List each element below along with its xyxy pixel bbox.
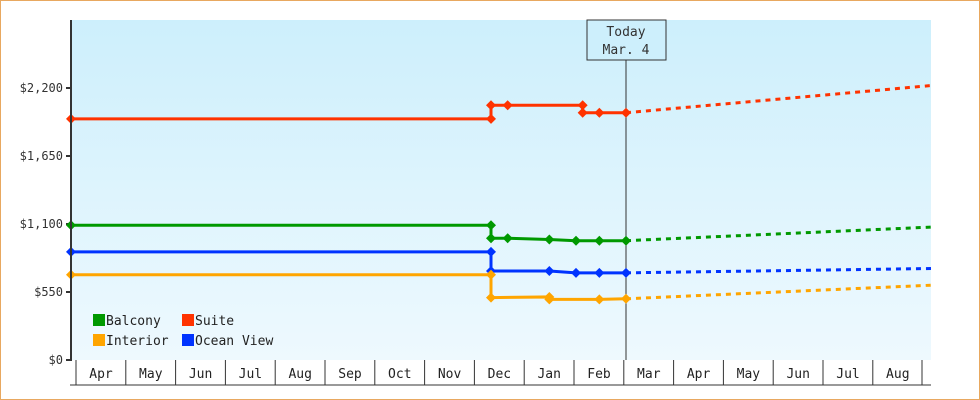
- data-point-marker[interactable]: [486, 233, 496, 244]
- x-month-label: Jul: [836, 367, 859, 382]
- y-tick-label: $2,200: [20, 81, 63, 95]
- y-axis: $0 $550 $1,100 $1,650 $2,200: [20, 81, 71, 367]
- series-balcony-forecast: [625, 225, 932, 243]
- legend-swatch: [93, 334, 105, 346]
- series-interior-forecast: [625, 283, 932, 301]
- data-point-marker[interactable]: [571, 235, 581, 246]
- data-point-marker[interactable]: [502, 233, 513, 244]
- data-point-marker[interactable]: [486, 100, 496, 111]
- x-month-label: Jan: [537, 367, 560, 382]
- plot-area: [72, 20, 931, 360]
- x-month-label: Feb: [587, 367, 611, 382]
- legend-label[interactable]: Suite: [195, 314, 234, 329]
- legend-swatch: [182, 334, 194, 346]
- x-month-label: Apr: [687, 367, 711, 382]
- today-label: Today: [606, 25, 645, 40]
- data-point-marker[interactable]: [571, 267, 581, 278]
- data-point-marker[interactable]: [486, 113, 496, 124]
- y-tick-label: $550: [34, 285, 63, 299]
- x-month-label: Oct: [388, 367, 411, 382]
- data-point-marker[interactable]: [502, 100, 513, 111]
- series-ocean-view-forecast: [625, 267, 932, 275]
- data-point-marker[interactable]: [486, 246, 496, 257]
- data-point-marker[interactable]: [486, 269, 496, 280]
- data-point-marker[interactable]: [544, 294, 555, 305]
- legend: Balcony Suite Interior Ocean View: [93, 314, 273, 349]
- data-point-marker[interactable]: [594, 267, 605, 278]
- data-point-marker[interactable]: [486, 292, 496, 303]
- legend-label[interactable]: Balcony: [106, 314, 161, 329]
- data-point-marker[interactable]: [594, 235, 605, 246]
- data-point-marker[interactable]: [594, 294, 605, 305]
- x-month-label: Mar: [637, 367, 661, 382]
- x-month-label: Aug: [886, 367, 909, 382]
- y-tick-label: $1,650: [20, 149, 63, 163]
- today-date: Mar. 4: [603, 43, 650, 58]
- legend-swatch: [182, 314, 194, 326]
- legend-label[interactable]: Interior: [106, 334, 169, 349]
- y-tick-label: $0: [49, 353, 63, 367]
- y-tick-label: $1,100: [20, 217, 63, 231]
- data-point-marker[interactable]: [577, 107, 588, 118]
- x-month-label: Nov: [438, 367, 462, 382]
- data-point-marker[interactable]: [486, 220, 496, 231]
- x-month-label: Apr: [89, 367, 113, 382]
- x-month-label: Aug: [288, 367, 311, 382]
- data-point-marker[interactable]: [544, 265, 555, 276]
- x-month-label: Jun: [189, 367, 212, 382]
- legend-swatch: [93, 314, 105, 326]
- x-month-label: May: [737, 367, 761, 382]
- data-point-marker[interactable]: [544, 234, 555, 245]
- x-month-label: Jul: [239, 367, 262, 382]
- x-axis: Apr May Jun Jul Aug Sep Oct Nov Dec Jan Feb Mar Apr M…: [70, 360, 931, 386]
- x-month-label: Jun: [786, 367, 809, 382]
- x-month-label: May: [139, 367, 163, 382]
- data-point-marker[interactable]: [577, 100, 588, 111]
- data-point-marker[interactable]: [594, 107, 605, 118]
- x-month-label: Dec: [488, 367, 511, 382]
- series-suite-forecast: [625, 84, 932, 115]
- legend-label[interactable]: Ocean View: [195, 334, 273, 349]
- x-month-label: Sep: [338, 367, 362, 382]
- today-marker-box: [586, 19, 667, 61]
